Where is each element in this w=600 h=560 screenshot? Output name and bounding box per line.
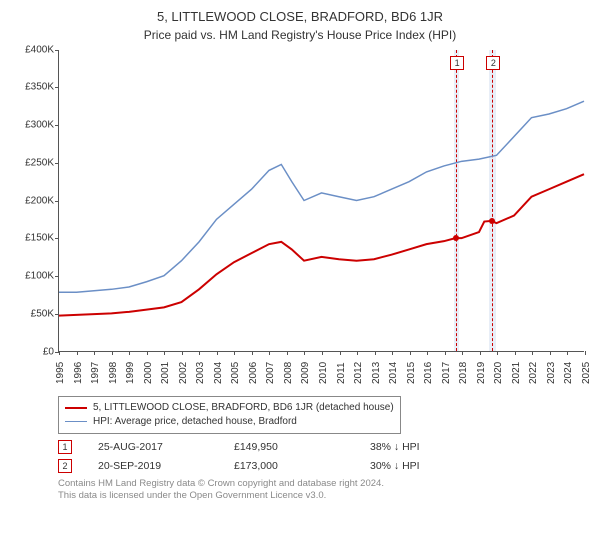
legend-label: 5, LITTLEWOOD CLOSE, BRADFORD, BD6 1JR (… [93, 401, 394, 415]
y-axis-label: £150K [10, 233, 54, 244]
series-hpi [59, 101, 584, 292]
y-axis-label: £250K [10, 157, 54, 168]
footer-attribution: Contains HM Land Registry data © Crown c… [58, 478, 590, 504]
footer-line: Contains HM Land Registry data © Crown c… [58, 478, 590, 491]
legend-label: HPI: Average price, detached house, Brad… [93, 415, 297, 429]
sale-dot [489, 218, 495, 224]
series-property_price [59, 174, 584, 315]
sale-table-row: 1 25-AUG-2017 £149,950 38% ↓ HPI [58, 440, 590, 454]
y-axis-label: £200K [10, 195, 54, 206]
y-axis-label: £50K [10, 308, 54, 319]
sale-marker: 2 [486, 56, 500, 70]
legend-swatch [65, 421, 87, 422]
page-subtitle: Price paid vs. HM Land Registry's House … [10, 28, 590, 42]
legend: 5, LITTLEWOOD CLOSE, BRADFORD, BD6 1JR (… [58, 396, 401, 434]
sale-dot [453, 235, 459, 241]
sale-table-price: £173,000 [234, 460, 344, 472]
footer-line: This data is licensed under the Open Gov… [58, 490, 590, 503]
y-axis-label: £300K [10, 120, 54, 131]
sale-marker: 1 [450, 56, 464, 70]
sale-table-price: £149,950 [234, 441, 344, 453]
sale-table-marker: 2 [58, 459, 72, 473]
legend-item: HPI: Average price, detached house, Brad… [65, 415, 394, 429]
chart: 12 £0£50K£100K£150K£200K£250K£300K£350K£… [10, 50, 590, 390]
sale-table-marker: 1 [58, 440, 72, 454]
legend-item: 5, LITTLEWOOD CLOSE, BRADFORD, BD6 1JR (… [65, 401, 394, 415]
legend-swatch [65, 407, 87, 409]
y-axis-label: £350K [10, 82, 54, 93]
y-axis-label: £400K [10, 44, 54, 55]
sale-table-delta: 30% ↓ HPI [370, 460, 480, 472]
sale-table-delta: 38% ↓ HPI [370, 441, 480, 453]
sale-table-row: 2 20-SEP-2019 £173,000 30% ↓ HPI [58, 459, 590, 473]
x-axis-label: 2025 [581, 361, 600, 383]
plot-area: 12 [58, 50, 584, 352]
y-axis-label: £0 [10, 346, 54, 357]
sale-table-date: 25-AUG-2017 [98, 441, 208, 453]
sale-table-date: 20-SEP-2019 [98, 460, 208, 472]
sales-table: 1 25-AUG-2017 £149,950 38% ↓ HPI 2 20-SEP-201… [58, 440, 590, 473]
chart-lines [59, 50, 584, 351]
y-axis-label: £100K [10, 271, 54, 282]
page-title: 5, LITTLEWOOD CLOSE, BRADFORD, BD6 1JR [10, 8, 590, 26]
